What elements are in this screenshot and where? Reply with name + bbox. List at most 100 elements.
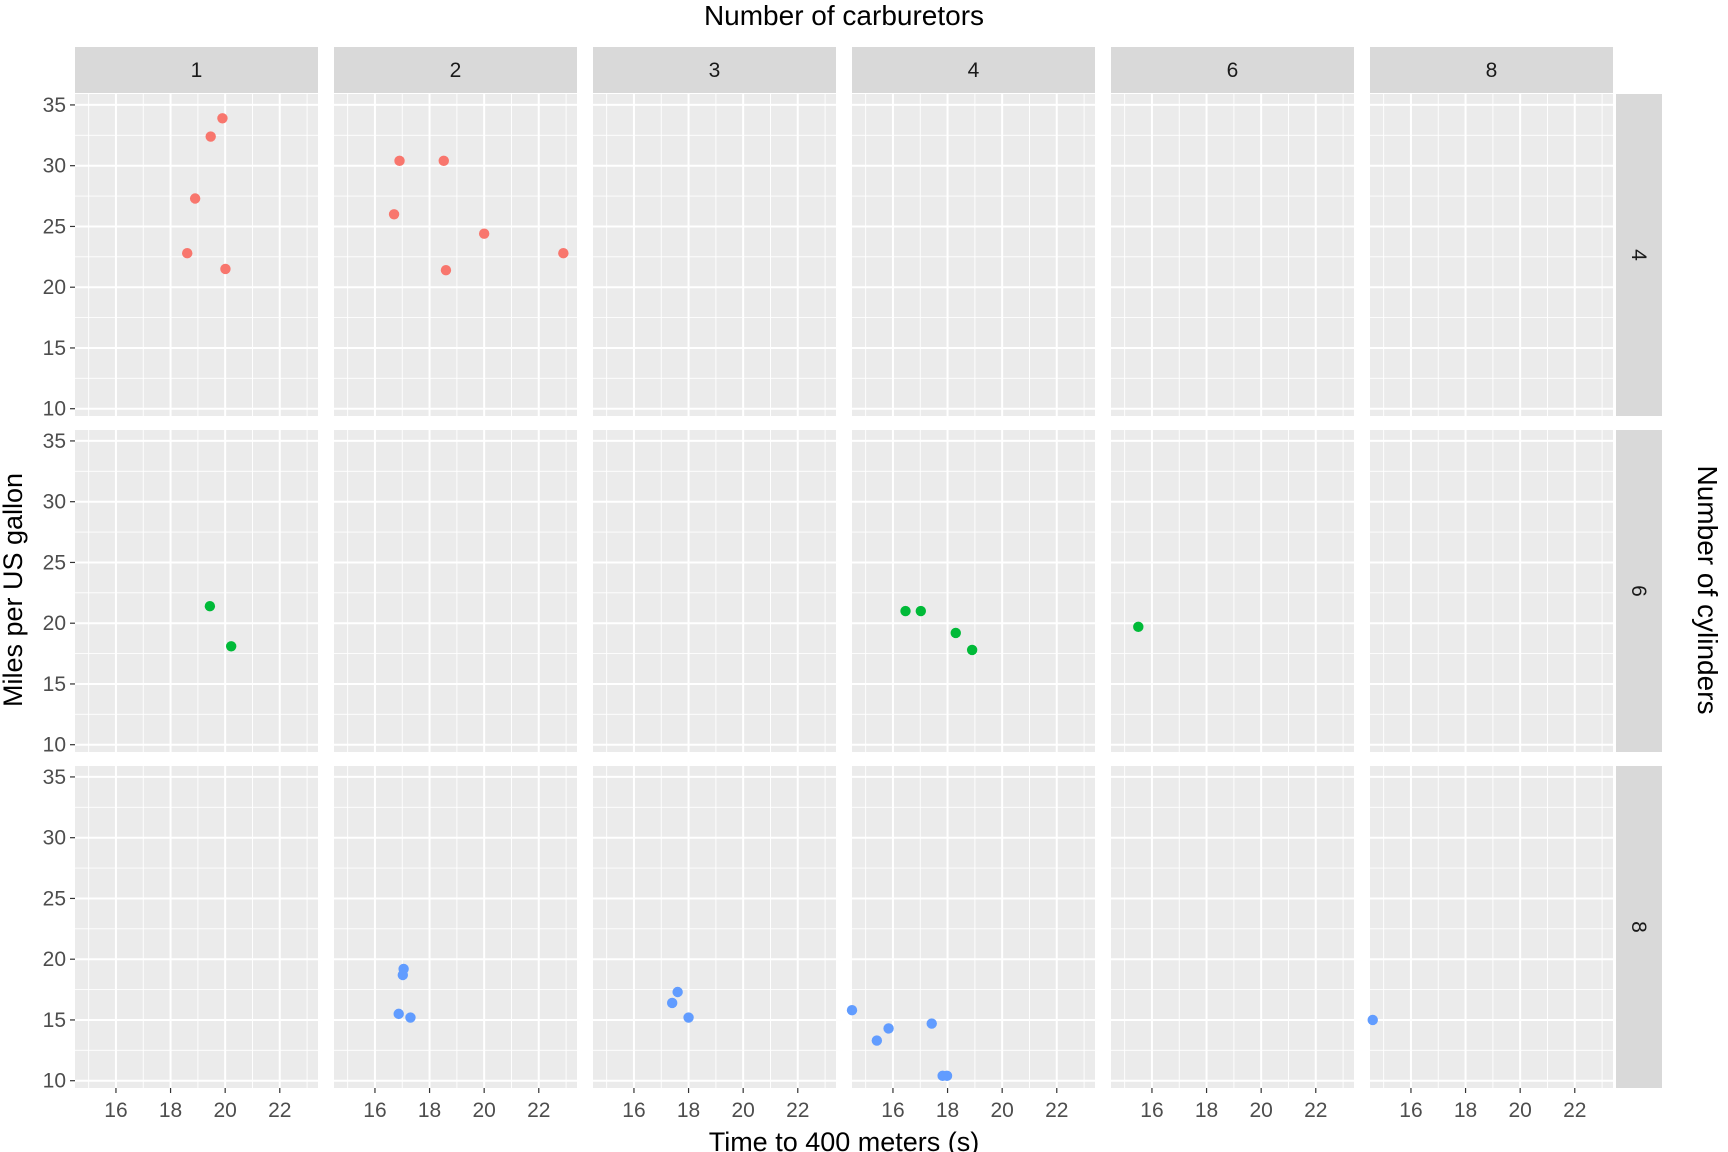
data-point-cyl4 — [220, 263, 231, 275]
panel-cyl6-carb4 — [852, 430, 1095, 752]
data-point-cyl4 — [558, 247, 569, 259]
x-tick-label: 16 — [881, 1099, 904, 1122]
column-strip-label: 4 — [968, 59, 980, 82]
x-tick-label: 18 — [159, 1099, 182, 1122]
x-tick-label: 22 — [1304, 1099, 1327, 1122]
panel-cyl4-carb3 — [593, 94, 836, 416]
panel-cyl8-carb6 — [1111, 766, 1354, 1088]
column-strip-6 — [1111, 47, 1354, 93]
panel-background — [1370, 94, 1613, 416]
data-point-cyl8 — [871, 1035, 883, 1046]
y-tick-label: 10 — [43, 734, 66, 757]
data-point-cyl8 — [846, 1005, 858, 1016]
data-point-cyl8 — [666, 997, 678, 1009]
panel-cyl8-carb2 — [334, 766, 577, 1088]
y-tick-label: 10 — [43, 398, 66, 421]
data-point-cyl6 — [966, 644, 978, 656]
strips-layer: 1 2 3 4 6 8 4 6 8 — [75, 47, 1662, 1088]
x-tick-label: 18 — [1454, 1099, 1477, 1122]
row-strip-label: 4 — [1627, 249, 1650, 261]
data-point-cyl6 — [900, 605, 911, 617]
y-tick-label: 35 — [43, 94, 66, 117]
row-strip-4 — [1616, 94, 1662, 416]
data-point-cyl4 — [217, 113, 228, 124]
panel-cyl4-carb6 — [1111, 94, 1354, 416]
y-tick-label: 25 — [43, 215, 66, 238]
data-point-cyl8 — [937, 1070, 948, 1082]
panels-layer — [75, 94, 1613, 1088]
panel-cyl8-carb4 — [852, 766, 1095, 1088]
y-tick-label: 25 — [43, 551, 66, 574]
y-tick-label: 10 — [43, 1070, 66, 1093]
panel-cyl4-carb4 — [852, 94, 1095, 416]
y-tick-label: 30 — [43, 491, 66, 514]
column-strip-label: 3 — [709, 59, 721, 82]
y-tick-label: 25 — [43, 887, 66, 910]
data-point-cyl8 — [883, 1023, 894, 1034]
y-tick-label: 15 — [43, 1009, 66, 1032]
data-point-cyl4 — [478, 228, 490, 239]
y-tick-label: 15 — [43, 337, 66, 360]
column-strip-8 — [1370, 47, 1613, 93]
column-facet-title: Number of carburetors — [704, 0, 984, 31]
y-tick-label: 35 — [43, 766, 66, 789]
y-tick-label: 30 — [43, 827, 66, 850]
panel-background — [593, 94, 836, 416]
panel-background — [852, 430, 1095, 752]
x-tick-label: 20 — [731, 1099, 754, 1122]
y-tick-label: 20 — [43, 612, 66, 635]
data-point-cyl8 — [926, 1018, 937, 1029]
row-strip-label: 6 — [1627, 585, 1650, 597]
panel-background — [75, 430, 318, 752]
ticks-layer: 10 15 20 25 30 35 10 15 20 25 30 35 10 15 20 25 30 35 16 18… — [43, 94, 1587, 1122]
x-tick-label: 16 — [1399, 1099, 1422, 1122]
data-point-cyl4 — [388, 209, 400, 220]
data-point-cyl4 — [189, 193, 201, 204]
y-axis-title: Miles per US gallon — [0, 473, 28, 707]
panel-cyl6-carb2 — [334, 430, 577, 752]
x-tick-label: 18 — [936, 1099, 959, 1122]
y-tick-label: 30 — [43, 155, 66, 178]
panel-cyl8-carb1 — [75, 766, 318, 1088]
x-tick-label: 16 — [363, 1099, 386, 1122]
panel-cyl6-carb6 — [1111, 430, 1354, 752]
column-strip-1 — [75, 47, 318, 93]
panel-cyl6-carb3 — [593, 430, 836, 752]
panel-background — [75, 766, 318, 1088]
x-tick-label: 20 — [990, 1099, 1013, 1122]
data-point-cyl4 — [438, 155, 449, 167]
panel-background — [334, 94, 577, 416]
x-axis-title: Time to 400 meters (s) — [709, 1127, 980, 1152]
panel-background — [75, 94, 318, 416]
panel-background — [1370, 766, 1613, 1088]
column-strip-label: 2 — [450, 59, 462, 82]
panel-background — [1111, 94, 1354, 416]
panel-background — [852, 94, 1095, 416]
panel-cyl4-carb1 — [75, 94, 318, 416]
column-strip-label: 1 — [191, 59, 203, 82]
x-tick-label: 20 — [1508, 1099, 1531, 1122]
column-strip-4 — [852, 47, 1095, 93]
y-tick-label: 35 — [43, 430, 66, 453]
row-strip-8 — [1616, 766, 1662, 1088]
panel-cyl8-carb8 — [1370, 766, 1613, 1088]
panel-background — [1370, 430, 1613, 752]
x-tick-label: 22 — [527, 1099, 550, 1122]
x-tick-label: 22 — [1045, 1099, 1068, 1122]
y-tick-label: 15 — [43, 673, 66, 696]
data-point-cyl8 — [1367, 1014, 1378, 1026]
x-tick-label: 18 — [418, 1099, 441, 1122]
panel-background — [334, 766, 577, 1088]
data-point-cyl8 — [393, 1008, 404, 1020]
x-tick-label: 22 — [1563, 1099, 1586, 1122]
panel-background — [593, 766, 836, 1088]
data-point-cyl6 — [225, 641, 237, 652]
panel-background — [1111, 766, 1354, 1088]
panel-background — [334, 430, 577, 752]
column-strip-label: 8 — [1486, 59, 1498, 82]
panel-cyl6-carb1 — [75, 430, 318, 752]
x-tick-label: 16 — [104, 1099, 127, 1122]
x-tick-label: 20 — [1249, 1099, 1272, 1122]
x-tick-label: 20 — [213, 1099, 236, 1122]
